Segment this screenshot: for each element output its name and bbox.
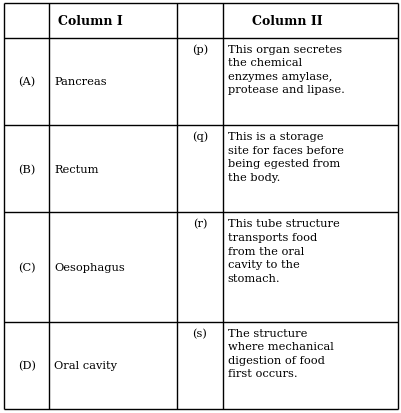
Text: (q): (q) — [191, 132, 208, 142]
Text: Oesophagus: Oesophagus — [54, 262, 125, 272]
Text: Pancreas: Pancreas — [54, 77, 107, 87]
Text: This tube structure
transports food
from the oral
cavity to the
stomach.: This tube structure transports food from… — [227, 219, 338, 283]
Text: Oral cavity: Oral cavity — [54, 361, 117, 370]
Text: Column II: Column II — [252, 15, 322, 28]
Text: Column I: Column I — [58, 15, 123, 28]
Text: (p): (p) — [191, 45, 208, 55]
Text: (A): (A) — [18, 77, 35, 87]
Text: (r): (r) — [192, 219, 207, 229]
Text: The structure
where mechanical
digestion of food
first occurs.: The structure where mechanical digestion… — [227, 328, 332, 378]
Text: This is a storage
site for faces before
being egested from
the body.: This is a storage site for faces before … — [227, 132, 343, 182]
Text: Rectum: Rectum — [54, 164, 99, 174]
Text: (s): (s) — [192, 328, 207, 338]
Text: (B): (B) — [18, 164, 35, 174]
Text: (C): (C) — [18, 262, 35, 273]
Text: This organ secretes
the chemical
enzymes amylase,
protease and lipase.: This organ secretes the chemical enzymes… — [227, 45, 344, 95]
Text: (D): (D) — [18, 360, 36, 370]
